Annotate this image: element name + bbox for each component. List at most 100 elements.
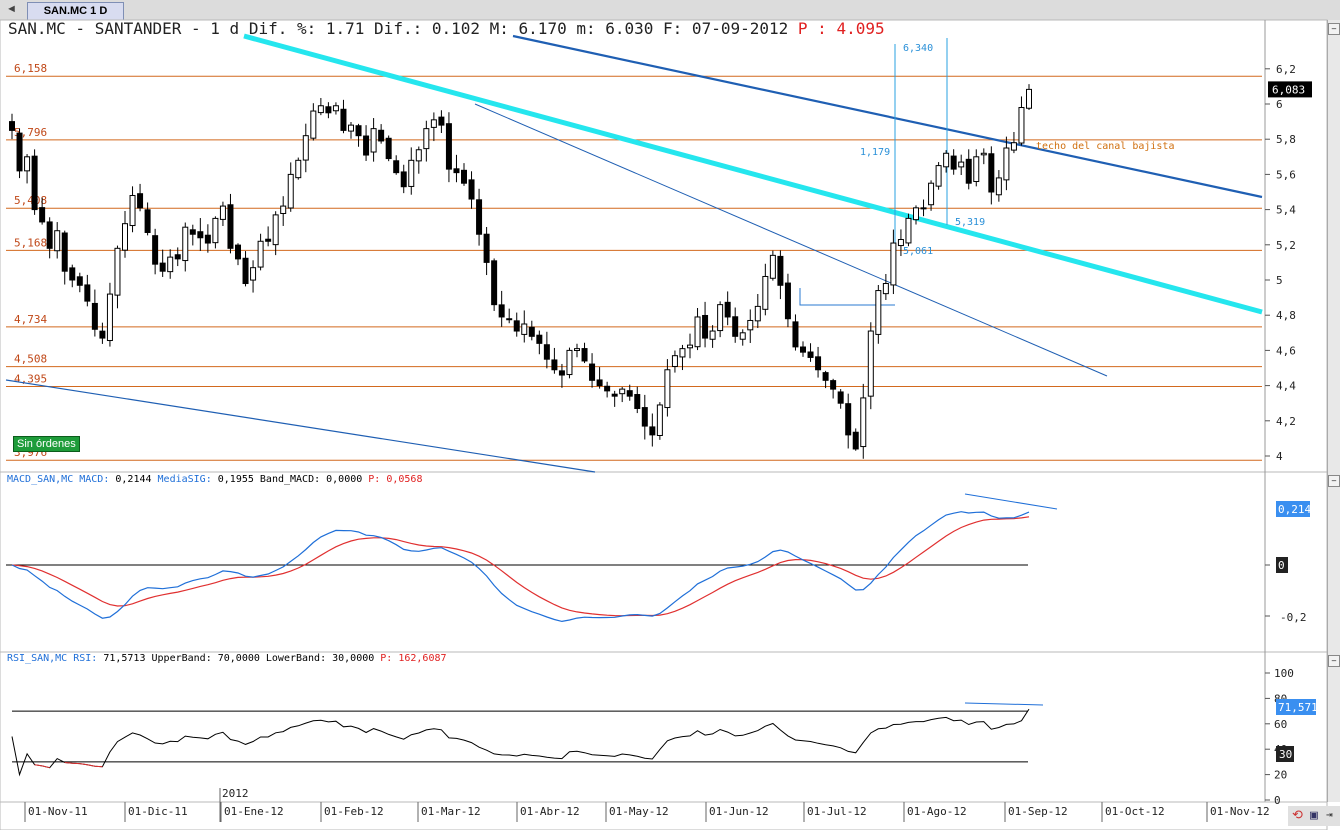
rsi-axis-tick-label: 100 (1274, 667, 1294, 680)
support-line-label: 6,158 (14, 62, 47, 75)
rsi-legend-upper: UpperBand: 70,0000 (145, 653, 260, 664)
candle-body (920, 207, 927, 210)
candle-body (762, 275, 769, 310)
tab-scroll-left-icon[interactable]: ◄ (6, 3, 17, 15)
candle-body (408, 159, 415, 187)
candle-body (400, 171, 407, 188)
candle-body (634, 394, 641, 409)
candle-body (106, 293, 113, 342)
rsi-last-badge-label: 71,571 (1278, 701, 1318, 714)
candle-body (822, 372, 829, 381)
candle-body (905, 217, 912, 244)
candle-body (619, 388, 626, 395)
candle-body (453, 168, 460, 174)
time-axis-label: 01-May-12 (609, 805, 669, 818)
candle-body (724, 301, 731, 318)
price-pane (0, 19, 1328, 473)
annotation-channel-note: techo del canal bajista (1036, 141, 1174, 152)
rsi-legend-lower: LowerBand: 30,0000 (259, 653, 375, 664)
time-axis-label: 01-Ago-12 (907, 805, 967, 818)
rsi-axis-tick-label: 0 (1274, 794, 1281, 807)
annotation-range: 1,179 (860, 147, 890, 158)
candle-body (355, 125, 362, 137)
candle-body (46, 221, 53, 249)
candle-body (784, 282, 791, 320)
rsi-band-badge-label: 30 (1279, 748, 1292, 761)
candle-body (423, 128, 430, 150)
candle-body (129, 195, 136, 227)
candle-body (800, 346, 806, 353)
rsi-pane-minimize-icon[interactable]: – (1328, 655, 1340, 667)
candle-body (227, 204, 234, 249)
rsi-legend: RSI_SAN,MC RSI: 71,5713 UpperBand: 70,00… (7, 653, 447, 664)
macd-axis-tick-label: -0,2 (1280, 611, 1307, 624)
price-pane-scrollbar[interactable]: – (1327, 20, 1340, 472)
candle-body (393, 160, 400, 174)
measure-bracket (799, 288, 895, 306)
candle-body (385, 137, 392, 160)
tab-san-mc[interactable]: SAN.MC 1 D (27, 2, 124, 20)
candle-body (664, 369, 671, 409)
candle-body (717, 304, 724, 332)
candle-body (807, 351, 814, 358)
save-icon[interactable]: ▣ (1310, 808, 1318, 823)
candle-body (882, 283, 889, 295)
candle-body (543, 344, 550, 360)
macd-legend-sig: MediaSIG: (151, 474, 212, 485)
macd-legend: MACD_SAN,MC MACD: 0,2144 MediaSIG: 0,195… (7, 474, 422, 485)
bottom-toolbar: ⟲ ▣ ⇥ (1288, 806, 1340, 826)
macd-legend-band: Band_MACD: 0,0000 (253, 474, 363, 485)
arrow-right-icon[interactable]: ⇥ (1326, 808, 1333, 821)
candle-body (182, 226, 189, 262)
candle-body (837, 391, 844, 404)
macd-zero-badge-label: 0 (1278, 559, 1285, 572)
candle-body (340, 108, 347, 131)
candle-body (348, 124, 354, 132)
candle-body (430, 119, 437, 128)
macd-pane-scrollbar[interactable]: – (1327, 472, 1340, 652)
candle-body (574, 348, 580, 352)
candle-body (551, 359, 558, 371)
channel-line (243, 33, 1263, 315)
candle-body (378, 129, 385, 142)
candle-body (61, 232, 68, 272)
candle-body (16, 132, 23, 172)
rsi-pane-scrollbar[interactable]: – (1327, 652, 1340, 802)
rsi-band-badge (1276, 746, 1294, 762)
chart-header-text: SAN.MC - SANTANDER - 1 d Dif. %: 1.71 Di… (8, 19, 789, 38)
candle-body (91, 302, 98, 330)
candle-body (935, 165, 942, 187)
candle-body (152, 235, 159, 265)
candle-body (76, 276, 83, 286)
candle-body (1010, 142, 1017, 151)
time-axis-label: 01-Sep-12 (1008, 805, 1068, 818)
candle-body (528, 326, 535, 337)
refresh-icon[interactable]: ⟲ (1292, 808, 1303, 823)
candle-body (965, 158, 972, 184)
candle-body (611, 393, 618, 397)
candle-body (114, 247, 121, 296)
price-axis-tick-label: 4,2 (1276, 415, 1296, 428)
candle-body (167, 256, 174, 273)
status-badge[interactable]: Sin órdenes (13, 436, 80, 452)
candle-body (950, 155, 957, 170)
price-axis-tick-label: 4,8 (1276, 309, 1296, 322)
candle-body (370, 128, 377, 153)
candle-body (973, 156, 980, 183)
candle-body (69, 267, 76, 281)
support-line-label: 4,734 (14, 313, 47, 326)
time-axis-label: 01-Feb-12 (324, 805, 384, 818)
candle-body (769, 254, 776, 279)
candle-body (980, 152, 987, 156)
candle-body (830, 380, 837, 390)
time-axis-label: 01-Jun-12 (709, 805, 769, 818)
candle-body (656, 404, 663, 436)
macd-legend-sig-value: 0,1955 (211, 474, 254, 485)
macd-pane-minimize-icon[interactable]: – (1328, 475, 1340, 487)
macd-divergence-line (964, 493, 1058, 510)
annotation-target-low: 5,061 (903, 246, 933, 257)
price-pane-minimize-icon[interactable]: – (1328, 23, 1340, 35)
candle-body (219, 205, 226, 220)
candle-body (694, 316, 701, 348)
